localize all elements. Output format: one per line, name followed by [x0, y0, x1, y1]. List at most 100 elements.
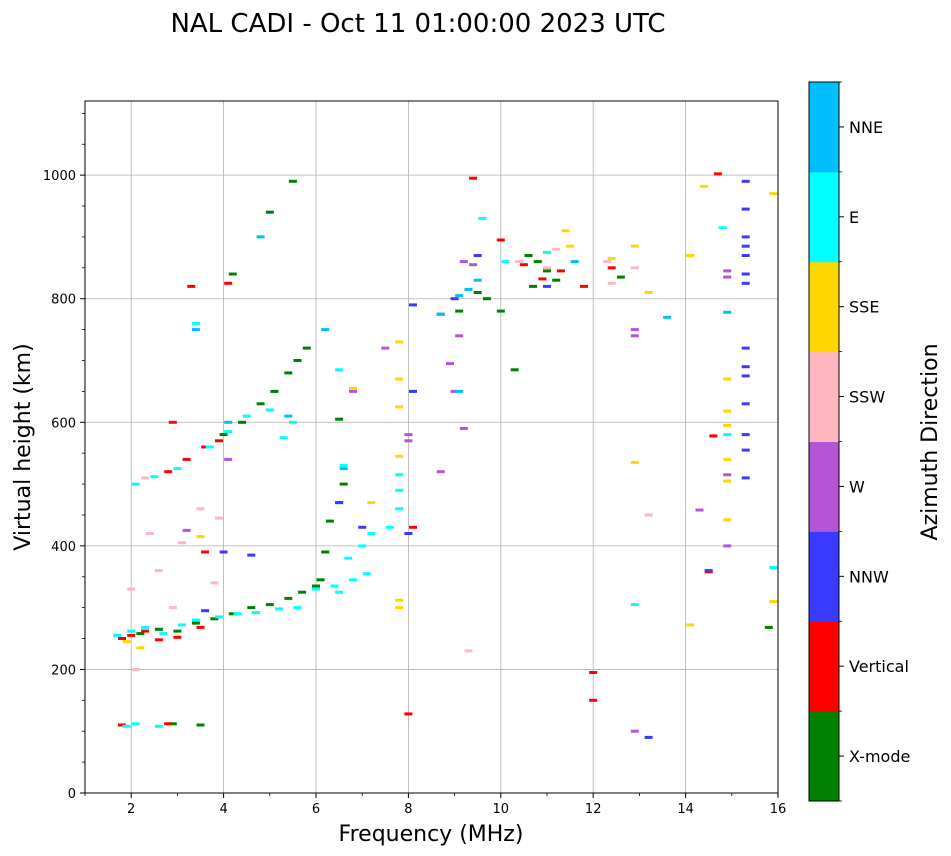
data-point: [270, 389, 279, 393]
data-point: [566, 244, 575, 248]
data-point: [298, 590, 307, 594]
data-point: [344, 556, 353, 560]
data-point: [215, 615, 223, 619]
data-point: [616, 275, 625, 279]
data-point: [141, 476, 150, 480]
data-point: [404, 532, 413, 535]
data-point: [501, 260, 510, 264]
data-point: [191, 618, 200, 622]
data-point: [164, 722, 173, 726]
data-point: [178, 541, 186, 545]
data-point: [224, 281, 233, 285]
data-point: [533, 260, 542, 264]
data-point: [543, 269, 551, 273]
data-point: [131, 482, 140, 486]
data-point: [159, 632, 168, 636]
colorbar: X-mode Vertical NNW W SSW SSE E NNE: [808, 81, 910, 802]
data-point: [154, 638, 163, 642]
data-point: [510, 368, 519, 372]
data-point: [695, 508, 704, 512]
data-point: [284, 596, 293, 600]
data-point: [113, 633, 122, 637]
data-point: [145, 532, 154, 535]
data-point: [141, 629, 150, 633]
data-point: [210, 617, 219, 621]
data-point: [723, 269, 732, 273]
data-point: [469, 263, 478, 267]
colorbar-frame: [808, 81, 840, 802]
data-point: [644, 735, 653, 739]
data-point: [459, 260, 468, 264]
colorbar-tick-label: W: [849, 477, 865, 496]
x-tick-label: 6: [312, 802, 320, 817]
data-point: [196, 535, 205, 539]
data-point: [589, 671, 598, 674]
data-point: [741, 272, 750, 276]
data-point: [482, 297, 491, 301]
data-point: [339, 464, 348, 467]
data-point: [395, 340, 404, 344]
data-point: [538, 277, 547, 281]
data-point: [473, 291, 482, 294]
data-point: [450, 389, 459, 393]
data-point: [704, 569, 713, 573]
data-point: [312, 584, 320, 588]
data-point: [603, 260, 612, 264]
data-point: [154, 724, 163, 728]
data-point: [127, 587, 136, 591]
y-axis-label: Virtual height (km): [11, 343, 36, 550]
data-point: [409, 525, 417, 529]
data-point: [409, 303, 417, 307]
data-point: [607, 257, 616, 261]
data-point: [141, 625, 150, 629]
colorbar-segment: [809, 351, 839, 443]
data-point: [293, 359, 302, 362]
data-point: [321, 550, 330, 554]
data-point: [395, 488, 404, 492]
data-point: [404, 439, 413, 443]
data-point: [630, 328, 639, 332]
data-point: [395, 473, 404, 477]
data-point: [455, 309, 464, 313]
data-point: [224, 420, 233, 424]
data-point: [395, 454, 404, 458]
data-point: [215, 516, 223, 520]
data-point: [570, 260, 579, 264]
colorbar-tick-label: NNE: [849, 118, 883, 137]
chart-title: NAL CADI - Oct 11 01:00:00 2023 UTC: [170, 9, 665, 39]
data-point: [741, 235, 750, 239]
data-point: [201, 550, 210, 554]
data-point: [122, 640, 131, 644]
data-point: [210, 581, 219, 585]
data-point: [644, 513, 653, 517]
data-point: [321, 328, 330, 332]
data-point: [473, 254, 482, 257]
data-point: [228, 612, 237, 616]
data-point: [247, 606, 256, 610]
data-point: [136, 646, 145, 650]
data-point: [589, 698, 598, 702]
x-tick-label: 2: [127, 802, 135, 817]
data-point: [630, 334, 639, 338]
data-point: [224, 430, 233, 434]
data-point: [168, 606, 177, 610]
data-point: [395, 606, 404, 610]
data-point: [764, 625, 773, 629]
data-point: [543, 284, 551, 288]
y-tick-label: 800: [51, 293, 76, 308]
colorbar-segment: [809, 261, 839, 353]
data-point: [127, 629, 136, 633]
data-point: [723, 433, 732, 437]
data-point: [630, 460, 639, 464]
data-point: [395, 507, 404, 511]
data-point: [164, 470, 173, 474]
data-point: [769, 600, 778, 603]
data-point: [196, 723, 205, 727]
data-point: [349, 578, 357, 582]
colorbar-tick-label: SSE: [849, 298, 879, 317]
data-point: [455, 294, 464, 298]
data-point: [644, 291, 653, 294]
data-point: [367, 501, 376, 505]
data-point: [154, 569, 163, 573]
